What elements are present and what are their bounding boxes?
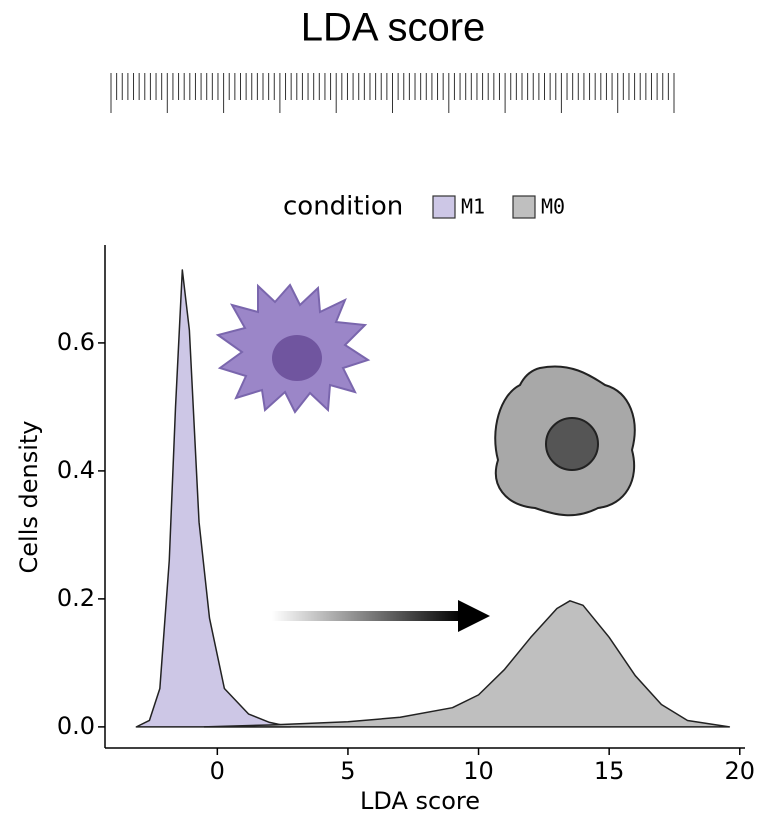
x-axis-label: LDA score	[360, 787, 480, 815]
chart-title: LDA score	[301, 6, 486, 50]
legend-label: M0	[541, 195, 565, 219]
x-tick-label: 15	[594, 757, 625, 785]
m0-cell-icon	[494, 365, 636, 517]
x-tick-label: 0	[210, 757, 225, 785]
x-tick-label: 10	[463, 757, 494, 785]
legend-title: condition	[283, 192, 403, 222]
y-tick-label: 0.6	[57, 328, 95, 356]
x-tick-label: 5	[340, 757, 355, 785]
arrow	[272, 600, 490, 632]
ruler	[110, 73, 675, 113]
m1-cell-icon	[215, 283, 371, 414]
density-area	[135, 269, 292, 728]
legend-label: M1	[461, 195, 485, 219]
y-axis-label: Cells density	[15, 421, 43, 574]
x-tick-label: 20	[725, 757, 756, 785]
y-tick-label: 0.2	[57, 584, 95, 612]
density-area	[203, 600, 731, 728]
legend-swatch	[432, 195, 456, 219]
legend-swatch	[512, 195, 536, 219]
y-tick-label: 0.4	[57, 456, 95, 484]
legend: M1 M0	[432, 195, 565, 219]
y-tick-label: 0.0	[57, 712, 95, 740]
